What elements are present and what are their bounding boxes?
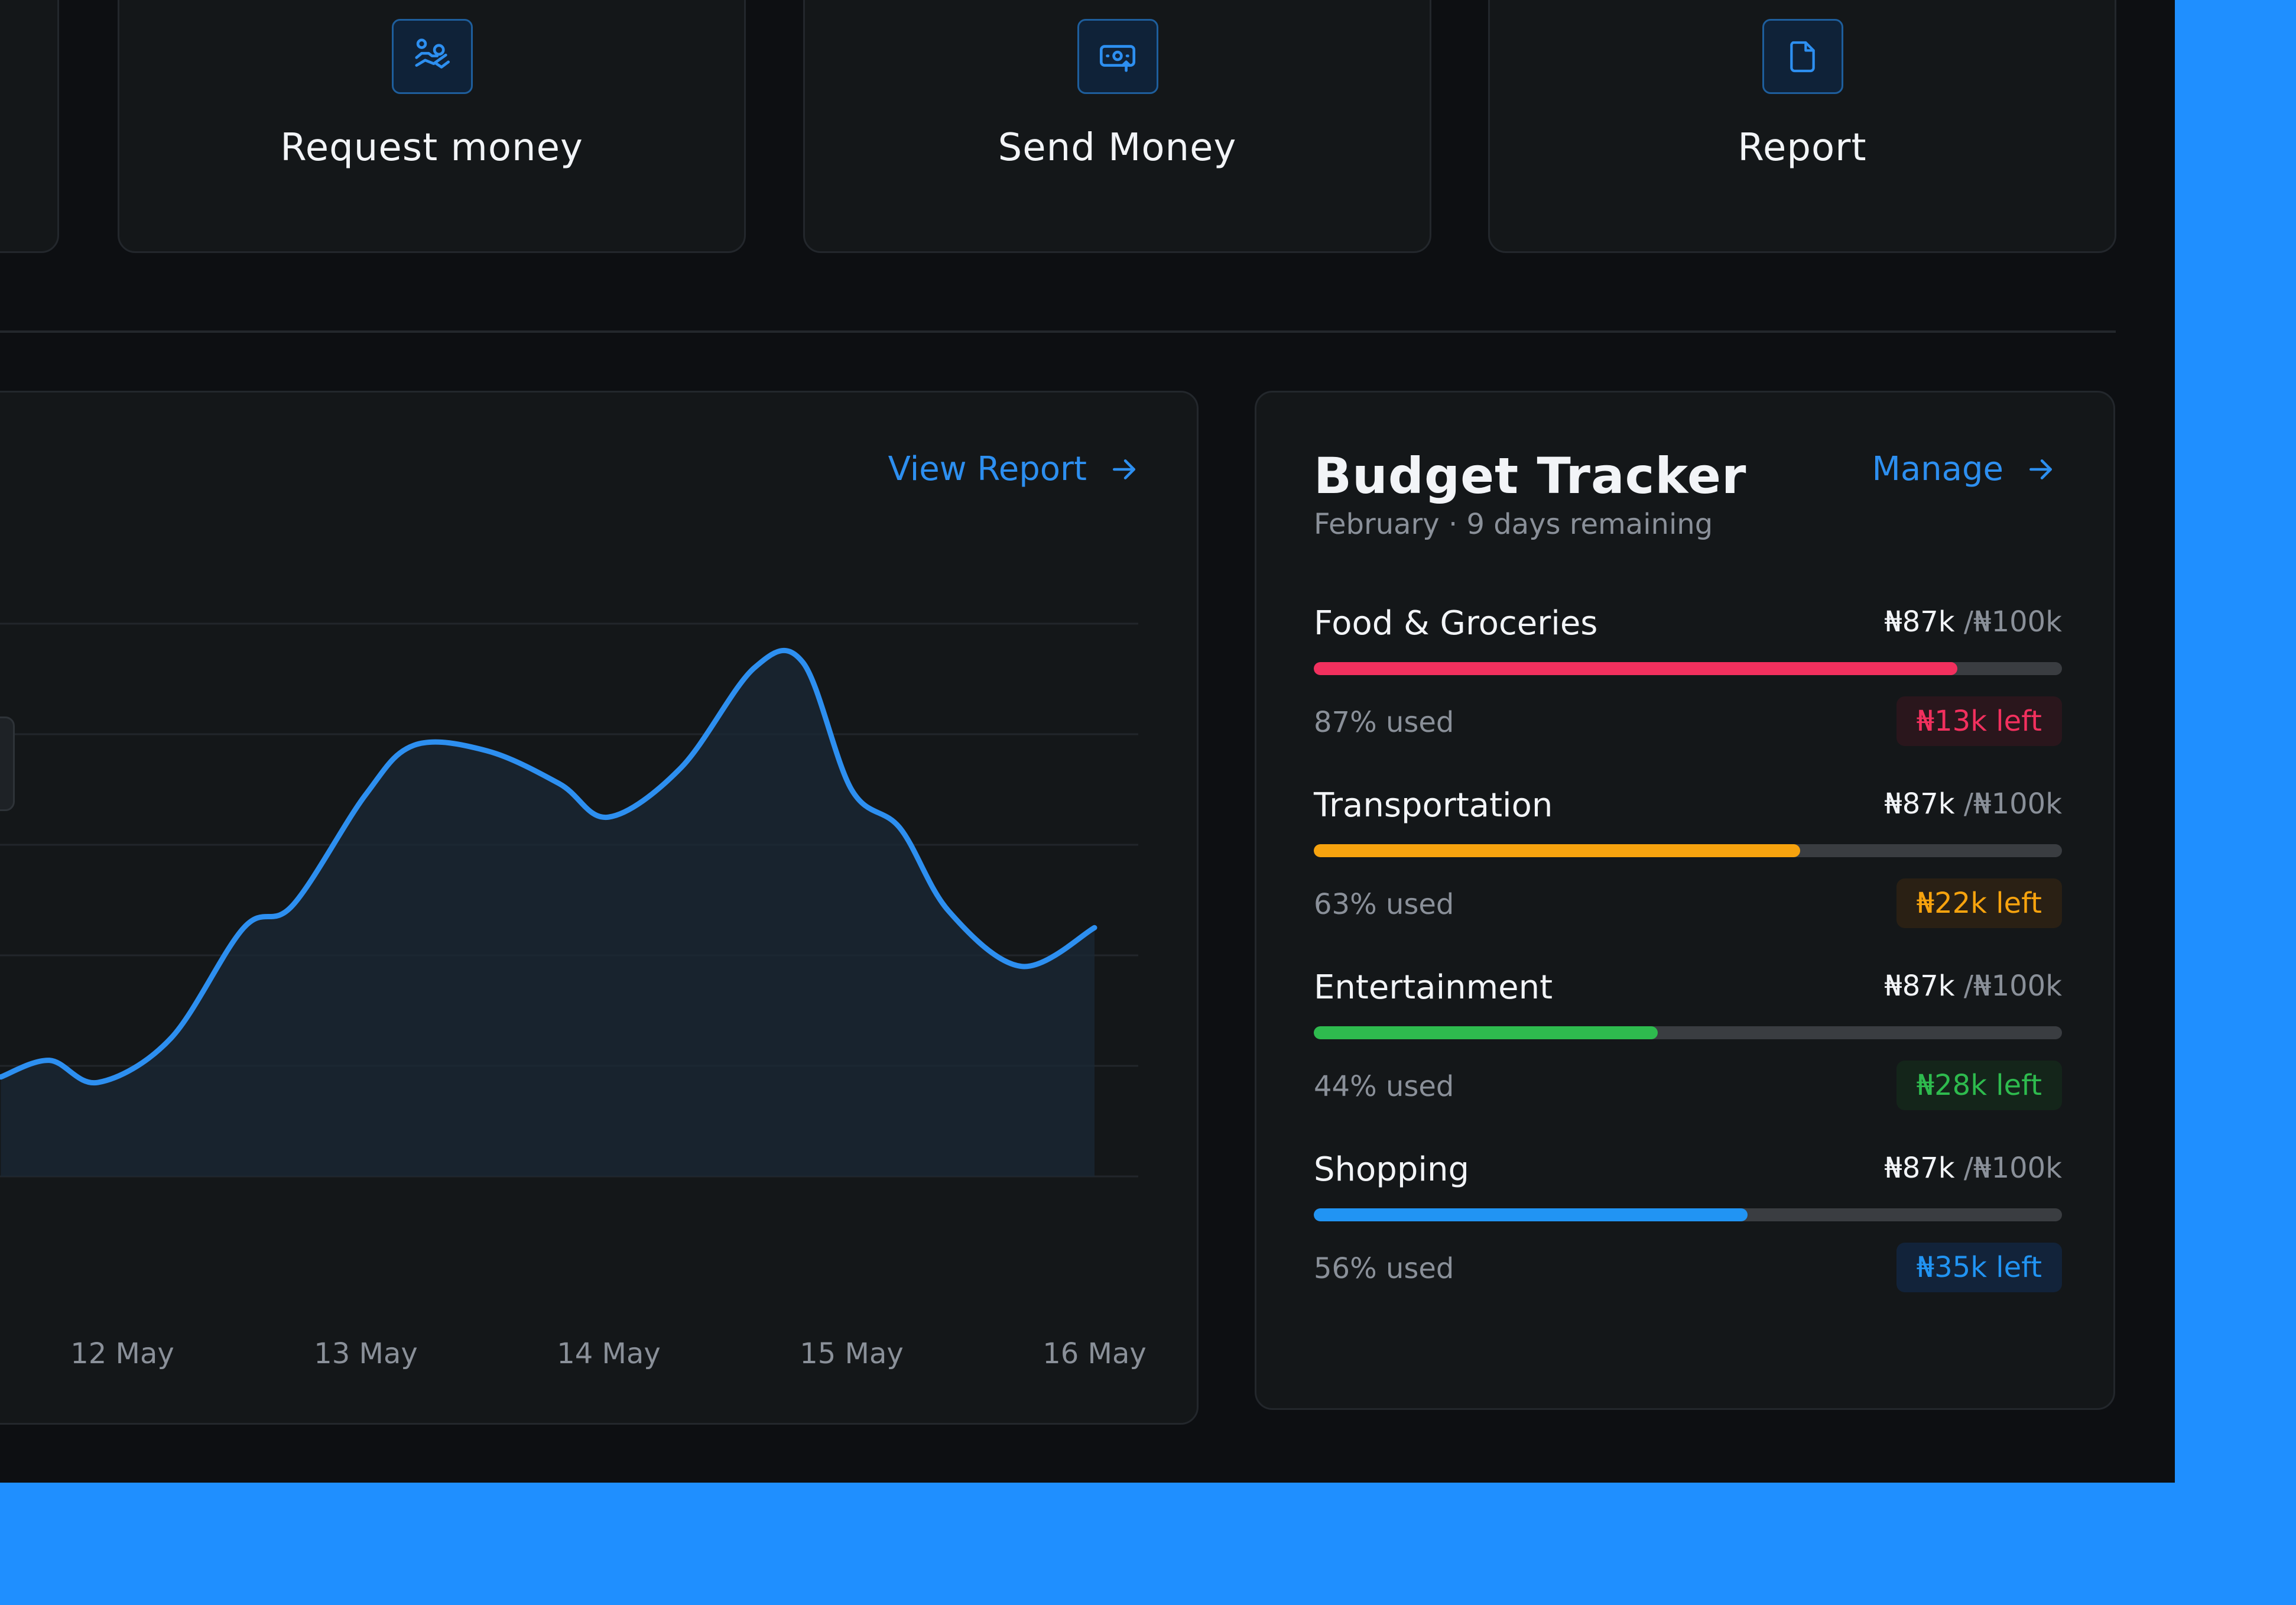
request-money-card[interactable]: Request money: [118, 0, 746, 253]
budget-limit: /₦100k: [1963, 970, 2062, 1003]
budget-limit: /₦100k: [1963, 1152, 2062, 1185]
budget-progress-fill: [1314, 844, 1800, 857]
budget-left-badge: ₦13k left: [1896, 696, 2062, 746]
budget-progress-fill: [1314, 662, 1957, 675]
budget-tracker-card: Budget Tracker February · 9 days remaini…: [1255, 391, 2115, 1410]
budget-progress-fill: [1314, 1026, 1658, 1039]
budget-progress-track: [1314, 662, 2062, 675]
send-cash-icon: [1077, 19, 1158, 94]
dashboard-app: Request money Send Money: [0, 0, 2175, 1483]
budget-spent: ₦87k: [1884, 605, 1955, 638]
budget-amount: ₦87k /₦100k: [1884, 605, 2062, 638]
x-tick-label: 15 May: [800, 1337, 904, 1370]
budget-used-text: 56% used: [1314, 1252, 1454, 1285]
budget-left-badge: ₦35k left: [1896, 1243, 2062, 1292]
budget-progress-track: [1314, 844, 2062, 857]
budget-item-entertainment[interactable]: Entertainment ₦87k /₦100k 44% used ₦28k …: [1314, 968, 2062, 1146]
budget-left-badge: ₦22k left: [1896, 878, 2062, 928]
budget-spent: ₦87k: [1884, 970, 1955, 1003]
x-tick-label: 14 May: [557, 1337, 661, 1370]
section-divider: [0, 330, 2116, 333]
budget-used-text: 44% used: [1314, 1070, 1454, 1103]
budget-category-name: Food & Groceries: [1314, 604, 1598, 643]
budget-spent: ₦87k: [1884, 1152, 1955, 1185]
budget-limit: /₦100k: [1963, 787, 2062, 821]
chart-tooltip: [0, 716, 15, 811]
document-icon: [1762, 19, 1843, 94]
budget-used-text: 87% used: [1314, 706, 1454, 739]
budget-subtitle: February · 9 days remaining: [1314, 508, 1713, 541]
budget-amount: ₦87k /₦100k: [1884, 970, 2062, 1003]
budget-limit: /₦100k: [1963, 605, 2062, 638]
action-card-partial[interactable]: [0, 0, 59, 253]
budget-left-badge: ₦28k left: [1896, 1061, 2062, 1110]
report-label: Report: [1738, 126, 1867, 170]
budget-item-shopping[interactable]: Shopping ₦87k /₦100k 56% used ₦35k left: [1314, 1150, 2062, 1328]
budget-title: Budget Tracker: [1314, 447, 1747, 505]
send-money-label: Send Money: [998, 126, 1237, 170]
report-card[interactable]: Report: [1488, 0, 2116, 253]
chart-series-line: [0, 648, 1097, 1086]
budget-item-transportation[interactable]: Transportation ₦87k /₦100k 63% used ₦22k…: [1314, 786, 2062, 964]
budget-spent: ₦87k: [1884, 787, 1955, 821]
budget-category-name: Transportation: [1314, 786, 1553, 825]
budget-progress-track: [1314, 1208, 2062, 1221]
budget-category-name: Entertainment: [1314, 968, 1553, 1007]
budget-progress-track: [1314, 1026, 2062, 1039]
budget-used-text: 63% used: [1314, 888, 1454, 921]
budget-amount: ₦87k /₦100k: [1884, 1152, 2062, 1185]
manage-label: Manage: [1872, 450, 2003, 488]
x-tick-label: 16 May: [1043, 1337, 1147, 1370]
budget-progress-fill: [1314, 1208, 1748, 1221]
spending-line-chart: [0, 622, 1138, 1178]
budget-amount: ₦87k /₦100k: [1884, 787, 2062, 821]
chart-area-fill: [1, 650, 1095, 1176]
view-report-link[interactable]: View Report: [888, 450, 1139, 488]
view-report-label: View Report: [888, 450, 1087, 488]
manage-link[interactable]: Manage: [1872, 450, 2055, 488]
request-money-label: Request money: [280, 126, 583, 170]
budget-item-food[interactable]: Food & Groceries ₦87k /₦100k 87% used ₦1…: [1314, 604, 2062, 782]
hand-coins-icon: [391, 19, 473, 94]
arrow-right-icon: [1109, 455, 1139, 484]
budget-category-name: Shopping: [1314, 1150, 1469, 1189]
send-money-card[interactable]: Send Money: [803, 0, 1431, 253]
arrow-right-icon: [2026, 455, 2055, 484]
x-tick-label: 13 May: [314, 1337, 418, 1370]
x-tick-label: 12 May: [70, 1337, 174, 1370]
